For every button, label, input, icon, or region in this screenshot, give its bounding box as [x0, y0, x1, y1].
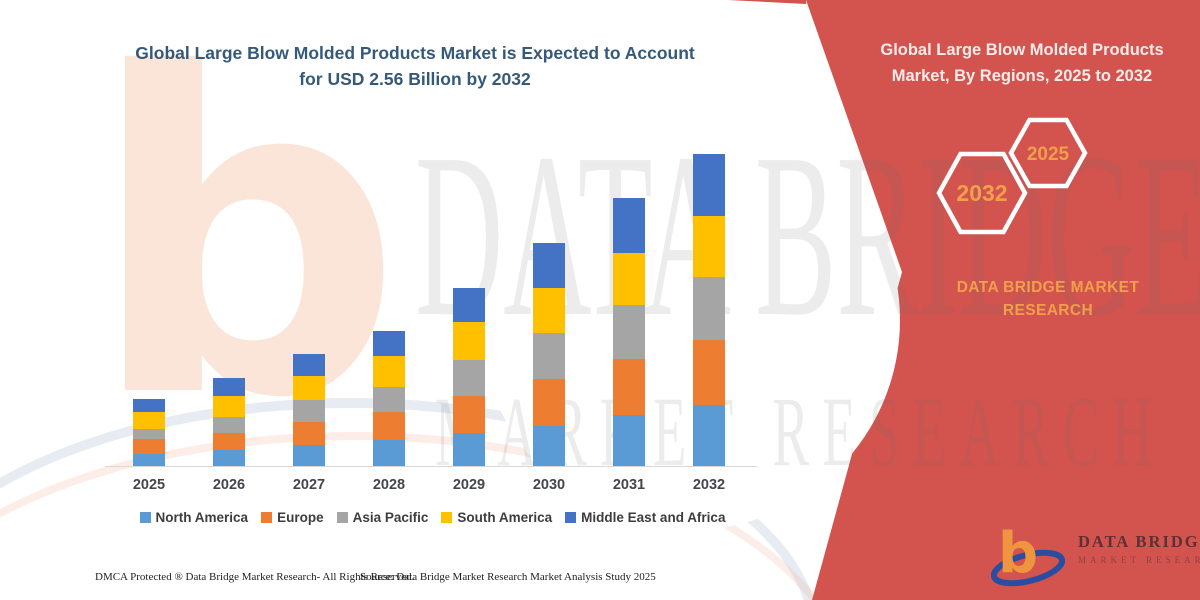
bar-2030 — [533, 242, 565, 466]
hexagon-2032 — [936, 151, 1028, 235]
bar-segment-north-america — [213, 450, 245, 466]
databridge-logo: b DATA BRIDGE MARKET RESEARCH — [990, 518, 1200, 590]
legend-item-south-america: South America — [441, 510, 552, 525]
bar-segment-asia-pacific — [373, 386, 405, 413]
bar-segment-europe — [533, 379, 565, 426]
year-label-2032: 2032 — [692, 477, 726, 493]
bar-segment-north-america — [533, 425, 565, 466]
chart-title: Global Large Blow Molded Products Market… — [135, 43, 695, 90]
legend-swatch — [565, 512, 577, 523]
year-hexagons: 2032 2025 — [936, 117, 1088, 235]
bar-segment-asia-pacific — [613, 304, 645, 359]
bar-segment-middle-east-and-africa — [693, 153, 725, 216]
legend-item-europe: Europe — [261, 510, 324, 525]
bar-segment-asia-pacific — [293, 400, 325, 423]
bar-segment-asia-pacific — [213, 417, 245, 434]
legend-swatch — [336, 512, 348, 523]
bar-segment-middle-east-and-africa — [293, 353, 325, 376]
legend-label: North America — [155, 510, 249, 525]
side-panel-title: Global Large Blow Molded Products Market… — [880, 41, 1164, 85]
legend-swatch — [139, 512, 151, 523]
legend-swatch — [261, 512, 273, 523]
legend-label: Europe — [277, 510, 324, 525]
bar-2025 — [133, 398, 165, 466]
bar-segment-asia-pacific — [693, 276, 725, 341]
bar-segment-north-america — [293, 445, 325, 466]
bar-segment-europe — [213, 433, 245, 451]
bar-segment-south-america — [213, 396, 245, 418]
bar-segment-asia-pacific — [133, 429, 165, 440]
legend-item-asia-pacific: Asia Pacific — [336, 510, 429, 525]
bar-segment-asia-pacific — [533, 333, 565, 380]
bar-2031 — [613, 197, 645, 466]
legend-label: Asia Pacific — [352, 510, 429, 525]
legend-item-middle-east-and-africa: Middle East and Africa — [565, 510, 725, 525]
logo-subtitle: MARKET RESEARCH — [1078, 555, 1200, 565]
side-panel-brand-line2: RESEARCH — [1002, 302, 1094, 320]
bar-segment-north-america — [133, 453, 165, 466]
bar-segment-north-america — [613, 414, 645, 466]
databridge-logo-icon: b — [990, 521, 1066, 587]
hexagon-2032-label: 2032 — [956, 180, 1007, 206]
bar-segment-south-america — [533, 287, 565, 334]
logo-name: DATA BRIDGE — [1078, 532, 1200, 551]
bar-segment-south-america — [613, 252, 645, 305]
bar-segment-europe — [133, 439, 165, 454]
bar-segment-europe — [453, 396, 485, 434]
bar-segment-south-america — [293, 375, 325, 401]
bar-segment-south-america — [373, 356, 405, 387]
legend-item-north-america: North America — [139, 510, 249, 525]
footer-source: Source: Data Bridge Market Research Mark… — [360, 571, 656, 583]
footer-copyright: DMCA Protected ® Data Bridge Market Rese… — [95, 571, 415, 583]
legend-swatch — [441, 512, 453, 523]
x-axis-line — [105, 466, 757, 467]
bar-2026 — [213, 378, 245, 466]
year-label-2028: 2028 — [372, 477, 406, 493]
bar-segment-middle-east-and-africa — [373, 330, 405, 357]
bar-segment-europe — [293, 422, 325, 446]
bar-segment-europe — [693, 340, 725, 405]
year-label-2030: 2030 — [532, 477, 566, 493]
bar-segment-middle-east-and-africa — [533, 242, 565, 288]
bar-segment-middle-east-and-africa — [213, 378, 245, 397]
hexagon-2025 — [1008, 117, 1088, 189]
bar-segment-middle-east-and-africa — [453, 287, 485, 323]
brand-b-watermark: b — [88, 0, 403, 494]
logo-swoosh — [990, 549, 1066, 587]
bar-2029 — [453, 287, 485, 466]
bar-segment-south-america — [453, 322, 485, 360]
bar-segment-south-america — [693, 215, 725, 277]
bar-segment-europe — [613, 358, 645, 415]
bar-segment-south-america — [133, 412, 165, 430]
bar-segment-north-america — [373, 440, 405, 466]
chart-legend: North America Europe Asia Pacific South Ame… — [100, 510, 765, 525]
legend-label: Middle East and Africa — [581, 510, 726, 525]
bar-segment-europe — [373, 412, 405, 441]
logo-b-letter: b — [998, 521, 1038, 586]
year-label-2027: 2027 — [292, 477, 326, 493]
side-panel-brand-line1: DATA BRIDGE MARKET — [956, 279, 1140, 296]
bar-segment-asia-pacific — [453, 359, 485, 397]
bar-2027 — [293, 353, 325, 466]
bar-segment-middle-east-and-africa — [133, 398, 165, 413]
bar-2028 — [373, 330, 405, 466]
hexagon-2025-label: 2025 — [1027, 144, 1070, 165]
side-panel-brand-text: DATA BRIDGE MARKET RESEARCH — [928, 276, 1168, 323]
bar-segment-middle-east-and-africa — [613, 197, 645, 253]
side-panel-corner-sliver — [728, 0, 806, 4]
year-label-2025: 2025 — [132, 477, 166, 493]
bar-segment-north-america — [693, 404, 725, 466]
logo-text: DATA BRIDGE MARKET RESEARCH — [1078, 532, 1200, 565]
bar-2032 — [693, 153, 725, 466]
bar-segment-north-america — [453, 433, 485, 466]
legend-label: South America — [457, 510, 553, 525]
year-label-2026: 2026 — [212, 477, 246, 493]
year-label-2029: 2029 — [452, 477, 486, 493]
year-label-2031: 2031 — [612, 477, 646, 493]
